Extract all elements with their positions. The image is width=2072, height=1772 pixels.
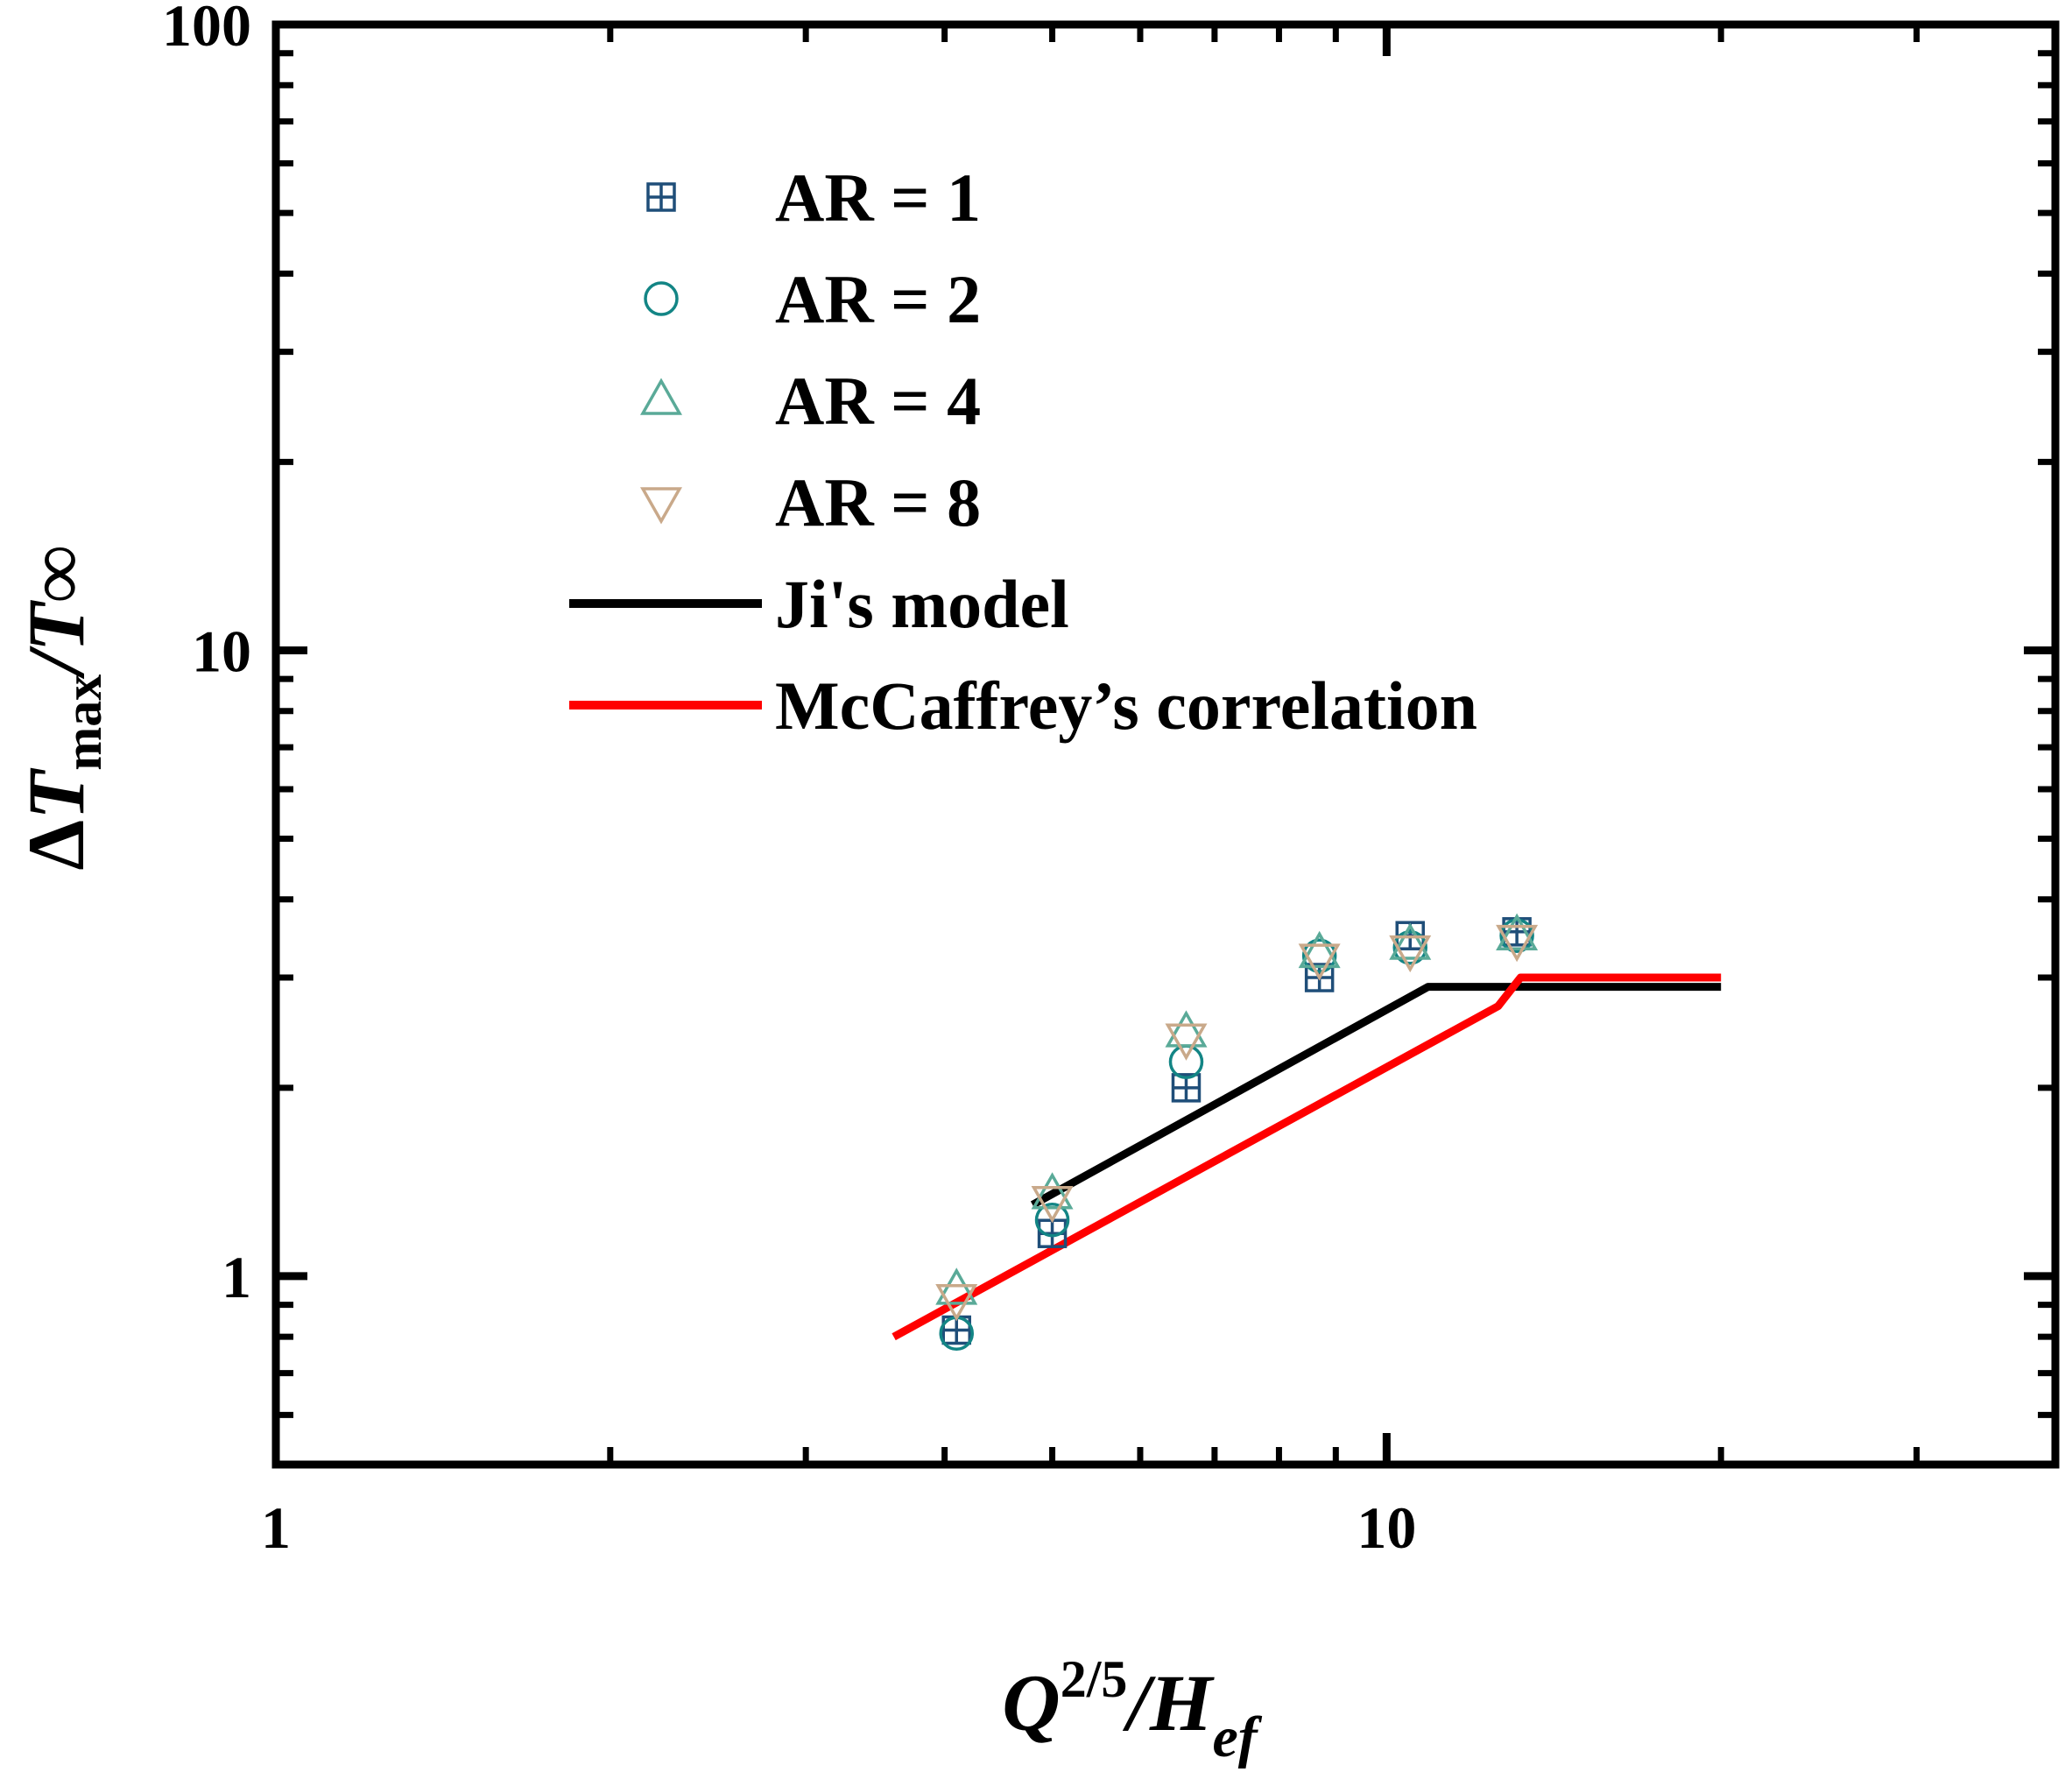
y-tick-label: 100 (162, 0, 251, 59)
legend-item: AR = 1 (646, 159, 981, 236)
series-line-ji-s-model (1030, 983, 1722, 1209)
data-point-ar-2 (1034, 1202, 1070, 1238)
data-point-ar-2 (1392, 930, 1427, 965)
data-point-ar-8 (1298, 943, 1341, 981)
data-point-ar-2 (1301, 938, 1337, 973)
x-axis-title: Q2/5/Hef (1002, 1650, 1263, 1769)
series-lines (892, 973, 1722, 1341)
series-markers (935, 913, 1539, 1352)
legend: AR = 1 AR = 2 AR = 4 AR = 8 Ji's model McCaff… (569, 159, 1477, 744)
y-tick-label: 10 (192, 618, 251, 684)
legend-label: McCaffrey’s correlation (775, 667, 1477, 744)
legend-marker (639, 378, 683, 415)
x-tick-label: 10 (1357, 1494, 1416, 1561)
x-tick-label: 1 (261, 1494, 291, 1561)
data-point-ar-8 (1165, 1023, 1208, 1061)
axis-ticks (271, 20, 2059, 1468)
y-tick-label: 1 (222, 1244, 251, 1310)
data-point-ar-8 (1389, 935, 1432, 973)
y-axis-title: ΔTmax/T∞ (11, 545, 112, 870)
data-point-ar-4 (1298, 930, 1341, 969)
data-point-ar-2 (1168, 1044, 1204, 1080)
data-point-ar-2 (1499, 918, 1534, 953)
legend-label: AR = 1 (775, 159, 981, 236)
legend-label: AR = 4 (775, 363, 981, 439)
legend-marker (644, 281, 679, 316)
data-point-ar-4 (1496, 913, 1539, 950)
legend-item: Ji's model (569, 566, 1069, 642)
data-point-ar-4 (1165, 1010, 1208, 1048)
data-point-ar-4 (1389, 922, 1432, 960)
data-point-ar-8 (1496, 924, 1539, 963)
legend-marker (639, 487, 683, 525)
legend-item: AR = 4 (639, 363, 981, 439)
plot-frame (271, 20, 2060, 1469)
legend-label: AR = 8 (775, 464, 981, 540)
legend-item: AR = 2 (644, 261, 981, 337)
data-point-ar-8 (1031, 1186, 1074, 1224)
data-point-ar-4 (1031, 1172, 1074, 1210)
legend-item: McCaffrey’s correlation (569, 667, 1477, 744)
data-point-ar-8 (935, 1284, 978, 1322)
legend-marker (646, 182, 676, 212)
tick-labels: 1 10 1 10 100 (162, 0, 1416, 1561)
legend-label: AR = 2 (775, 261, 981, 337)
series-line-mccaffrey-s-correlation (892, 973, 1722, 1341)
legend-item: AR = 8 (639, 464, 981, 540)
legend-label: Ji's model (775, 566, 1069, 642)
